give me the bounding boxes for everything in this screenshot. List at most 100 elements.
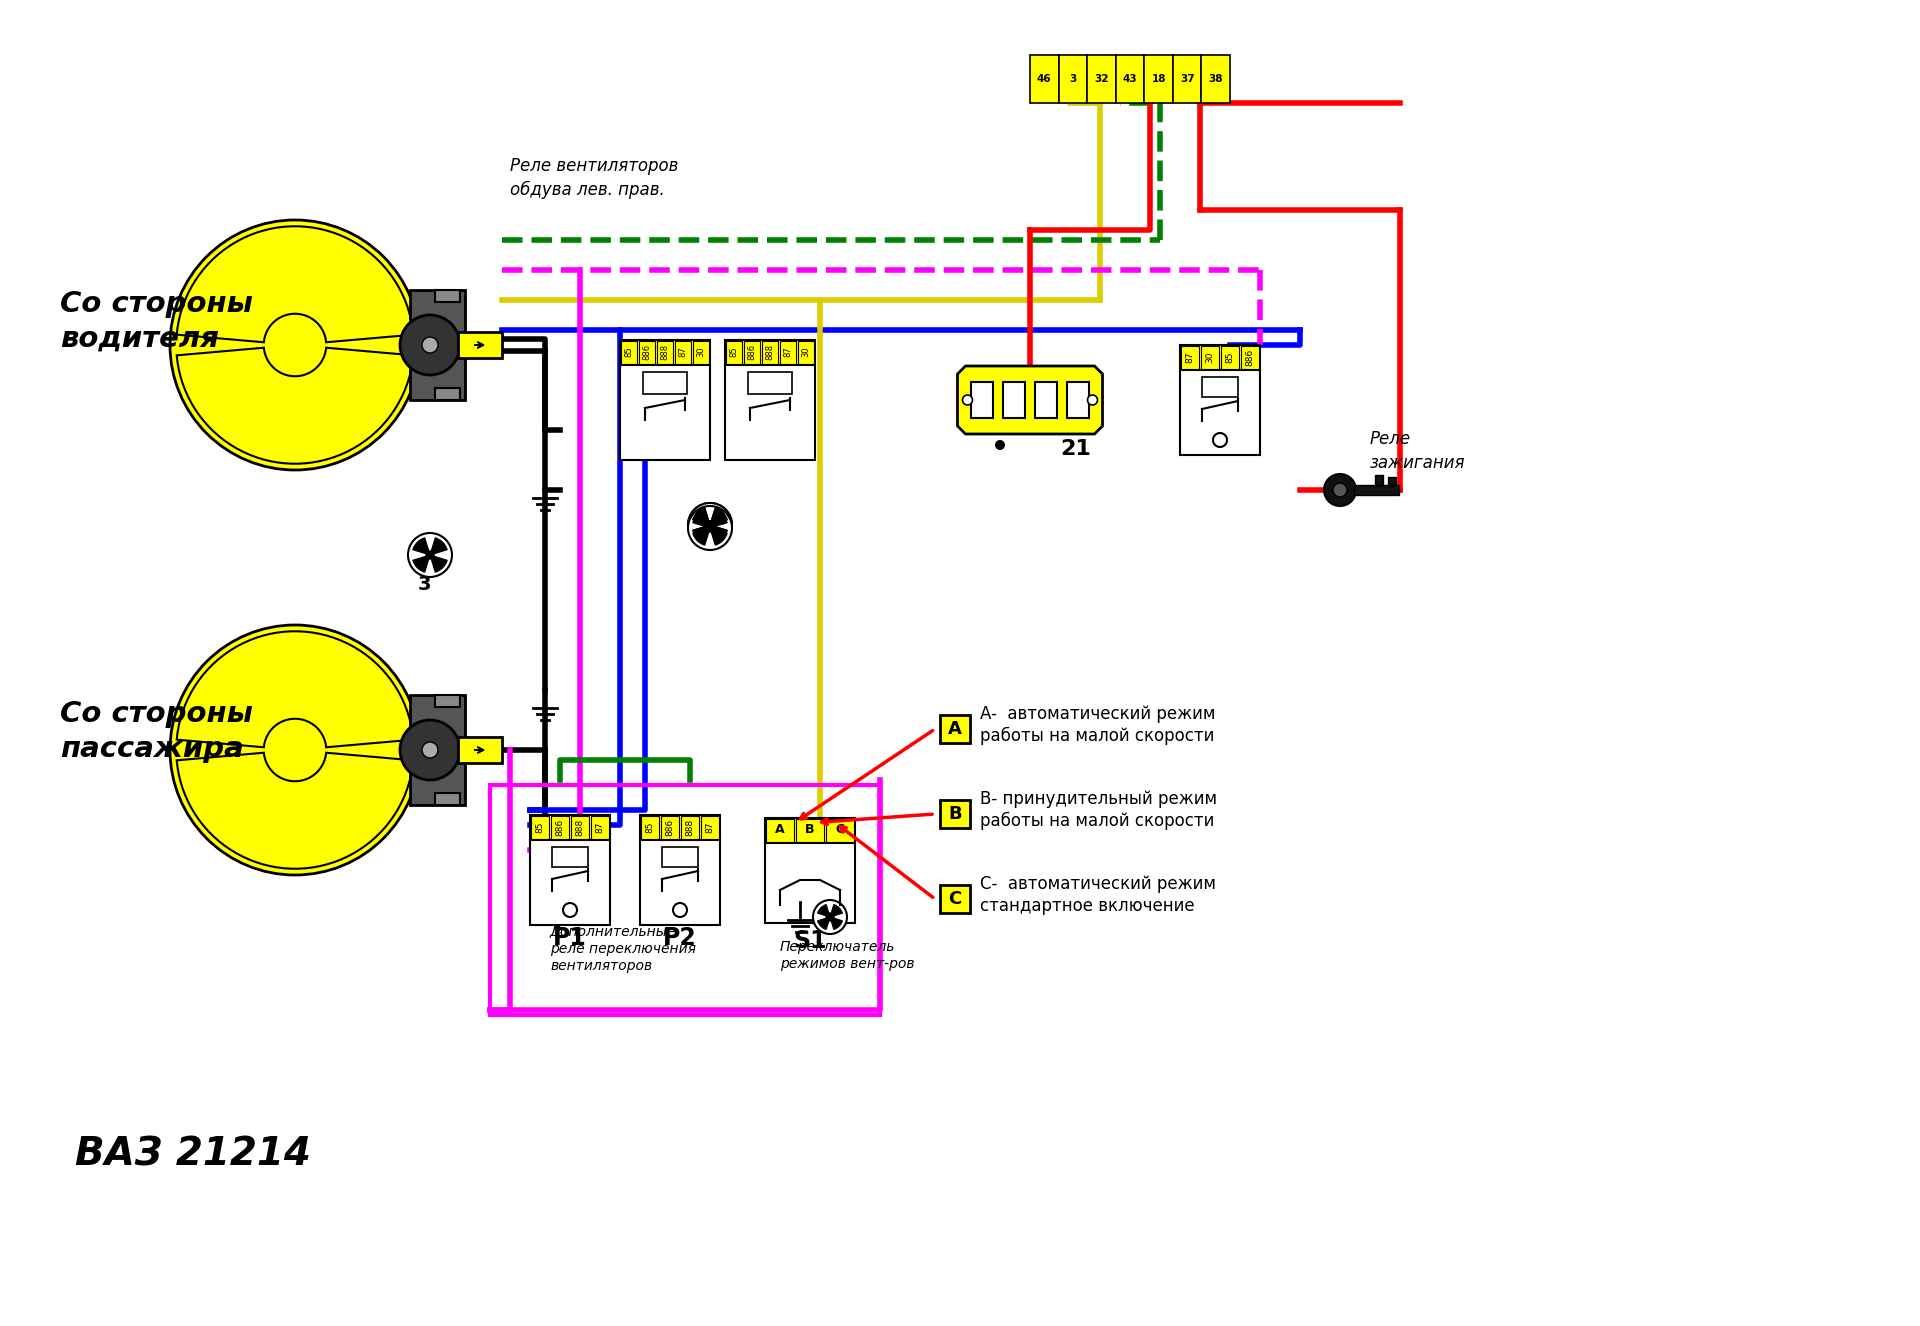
Bar <box>532 815 549 839</box>
Wedge shape <box>818 918 829 930</box>
Bar <box>530 815 611 839</box>
Wedge shape <box>693 511 710 528</box>
Text: 87: 87 <box>783 346 793 358</box>
Wedge shape <box>430 538 447 556</box>
Bar <box>676 341 691 365</box>
Bar <box>459 737 501 762</box>
Text: 85: 85 <box>1225 351 1235 363</box>
Text: Реле
зажигания: Реле зажигания <box>1371 431 1465 472</box>
Text: Переключатель
режимов вент-ров: Переключатель режимов вент-ров <box>780 940 914 971</box>
Bar <box>762 341 778 365</box>
Text: 85: 85 <box>645 821 655 833</box>
Text: B- принудительный режим: B- принудительный режим <box>979 790 1217 808</box>
Bar <box>1388 477 1396 485</box>
Text: 85: 85 <box>624 346 634 357</box>
Bar <box>1181 345 1260 370</box>
Bar <box>682 815 699 839</box>
Bar <box>941 715 970 743</box>
Circle shape <box>674 903 687 918</box>
Text: Со стороны
водителя: Со стороны водителя <box>60 290 253 353</box>
Circle shape <box>707 521 714 529</box>
Circle shape <box>1325 473 1356 507</box>
Text: 30: 30 <box>801 346 810 357</box>
Bar <box>1087 54 1116 103</box>
Bar <box>764 818 854 842</box>
Bar <box>1181 346 1198 369</box>
Circle shape <box>962 395 973 404</box>
Text: 43: 43 <box>1123 74 1137 84</box>
Text: 886: 886 <box>666 818 674 835</box>
Wedge shape <box>710 525 728 542</box>
Bar <box>620 339 710 365</box>
Wedge shape <box>693 525 710 542</box>
Text: B: B <box>804 823 814 835</box>
Text: ВАЗ 21214: ВАЗ 21214 <box>75 1135 311 1174</box>
Text: 87: 87 <box>678 346 687 358</box>
Bar <box>941 884 970 914</box>
Bar <box>620 365 710 460</box>
Bar <box>1202 377 1238 396</box>
Circle shape <box>687 507 732 550</box>
Circle shape <box>812 900 847 934</box>
Bar <box>799 341 814 365</box>
Bar <box>436 389 461 400</box>
Wedge shape <box>413 556 430 573</box>
Text: 3: 3 <box>1069 74 1077 84</box>
Wedge shape <box>710 508 728 525</box>
Circle shape <box>1213 434 1227 447</box>
Text: 888: 888 <box>576 818 584 835</box>
Bar <box>459 332 501 358</box>
Wedge shape <box>413 538 430 556</box>
Text: 30: 30 <box>697 346 705 357</box>
Bar <box>797 818 824 842</box>
Bar <box>826 818 854 842</box>
Text: 3: 3 <box>419 575 432 594</box>
Bar <box>643 373 687 394</box>
Bar <box>1181 370 1260 455</box>
Text: 87: 87 <box>595 821 605 833</box>
Text: 46: 46 <box>1037 74 1052 84</box>
Bar <box>745 341 760 365</box>
Bar <box>1240 346 1260 369</box>
Circle shape <box>426 552 434 560</box>
Circle shape <box>171 625 420 875</box>
Circle shape <box>687 503 732 548</box>
Bar <box>639 341 655 365</box>
Wedge shape <box>430 556 447 573</box>
Bar <box>657 341 674 365</box>
Text: A: A <box>776 823 785 835</box>
Wedge shape <box>710 508 728 525</box>
Text: Реле вентиляторов
обдува лев. прав.: Реле вентиляторов обдува лев. прав. <box>511 156 678 199</box>
Text: 886: 886 <box>747 343 756 361</box>
Text: стандартное включение: стандартное включение <box>979 896 1194 915</box>
Text: 85: 85 <box>730 346 739 357</box>
Text: 21: 21 <box>1060 439 1091 459</box>
Polygon shape <box>177 227 413 342</box>
Bar <box>436 695 461 707</box>
Text: работы на малой скорости: работы на малой скорости <box>979 812 1213 830</box>
Text: Со стороны
пассажира: Со стороны пассажира <box>60 700 253 762</box>
Text: 886: 886 <box>555 818 564 835</box>
Text: C: C <box>835 823 845 835</box>
Bar <box>693 341 708 365</box>
Wedge shape <box>693 508 710 525</box>
Bar <box>411 695 465 805</box>
Text: Дополнительные
реле переключения
вентиляторов: Дополнительные реле переключения вентиля… <box>549 924 697 973</box>
Bar <box>530 839 611 926</box>
Circle shape <box>826 914 833 922</box>
Bar <box>766 818 795 842</box>
Text: 888: 888 <box>766 343 774 361</box>
Text: 30: 30 <box>1206 351 1215 363</box>
Text: C-  автоматический режим: C- автоматический режим <box>979 875 1215 892</box>
Circle shape <box>995 440 1004 450</box>
Bar <box>1354 485 1400 495</box>
Circle shape <box>422 337 438 353</box>
Bar <box>780 341 797 365</box>
Text: 38: 38 <box>1208 74 1223 84</box>
Bar <box>639 815 720 839</box>
Bar <box>1029 54 1058 103</box>
Text: 888: 888 <box>685 818 695 835</box>
Bar <box>1202 346 1219 369</box>
Circle shape <box>707 521 714 529</box>
Circle shape <box>563 903 578 918</box>
